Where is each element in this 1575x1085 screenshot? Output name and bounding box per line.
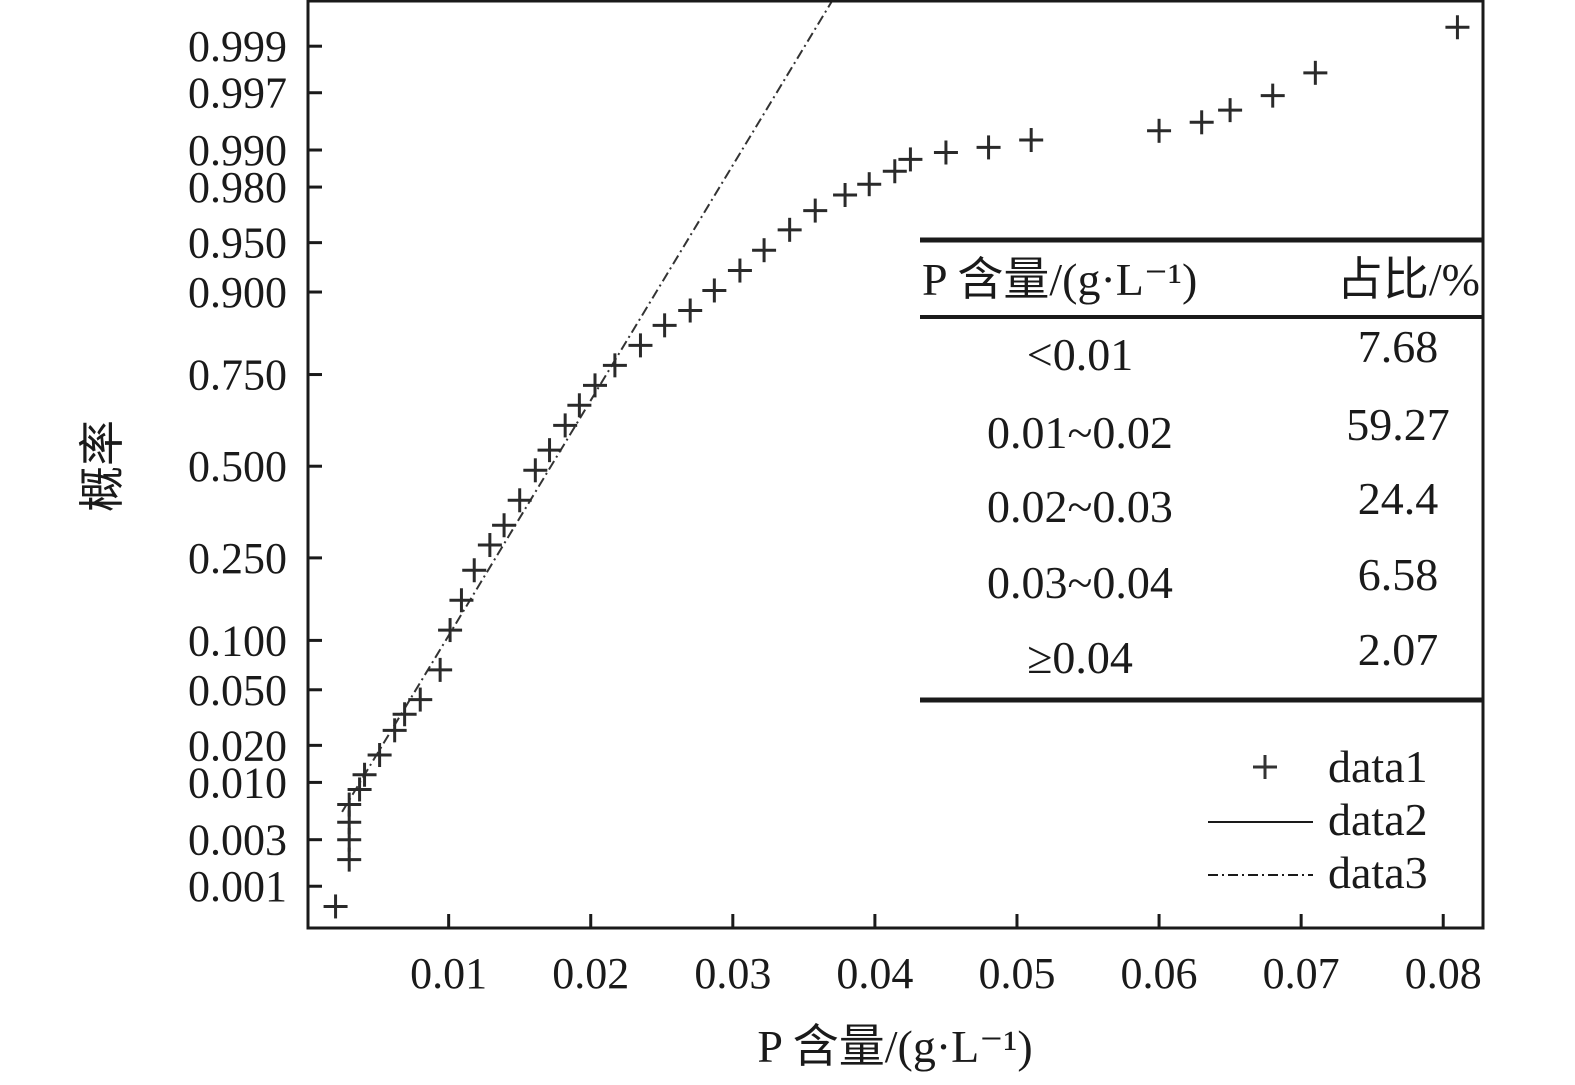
data1-point [507, 488, 532, 513]
table-cell-ratio: 6.58 [1358, 549, 1439, 600]
axis-ticks: 0.01 0.02 0.03 0.04 0.05 0.06 0.07 0.080.0010.0… [188, 22, 1482, 998]
data1-point [367, 743, 392, 768]
data1-point [428, 657, 453, 682]
data1-point [537, 438, 562, 463]
y-tick-label: 0.250 [188, 534, 287, 583]
data1-point [449, 588, 474, 613]
y-tick-label: 0.100 [188, 616, 287, 665]
data1-point [1303, 60, 1328, 85]
y-tick-label: 0.020 [188, 721, 287, 770]
data1-point [752, 238, 777, 263]
data1-point [833, 182, 858, 207]
table-cell-ratio: 59.27 [1346, 399, 1450, 450]
data1-point [462, 558, 487, 583]
data1-point [1260, 83, 1285, 108]
x-tick-label: 0.04 [836, 949, 913, 998]
y-tick-label: 0.010 [188, 758, 287, 807]
y-tick-label: 0.980 [188, 163, 287, 212]
x-tick-label: 0.05 [978, 949, 1055, 998]
data1-point [702, 278, 727, 303]
data1-point [583, 373, 608, 398]
table-cell-content: 0.03~0.04 [987, 557, 1173, 608]
legend-label-data2: data2 [1328, 794, 1428, 845]
plot-marks [323, 0, 1470, 919]
data1-point [477, 533, 502, 558]
table-cell-ratio: 24.4 [1358, 473, 1439, 524]
table-cell-content: <0.01 [1027, 329, 1133, 380]
data1-point [1147, 118, 1172, 143]
data1-point [1189, 110, 1214, 135]
table-cell-content: ≥0.04 [1027, 632, 1133, 683]
legend-label-data3: data3 [1328, 847, 1428, 898]
data1-point [1445, 15, 1470, 40]
data1-point [323, 894, 348, 919]
data1-point [882, 159, 907, 184]
data1-point [803, 198, 828, 223]
data1-point [347, 777, 372, 802]
table-header-content: P 含量/(g·L⁻¹) [922, 254, 1197, 305]
x-tick-label: 0.06 [1121, 949, 1198, 998]
y-tick-label: 0.001 [188, 862, 287, 911]
data1-point [567, 393, 592, 418]
y-tick-label: 0.950 [188, 219, 287, 268]
y-tick-label: 0.500 [188, 442, 287, 491]
data1-point [1218, 98, 1243, 123]
data1-point [602, 353, 627, 378]
data1-point [352, 762, 377, 787]
data1-point [337, 792, 362, 817]
x-tick-label: 0.01 [410, 949, 487, 998]
table-cell-content: 0.02~0.03 [987, 481, 1173, 532]
x-tick-label: 0.03 [694, 949, 771, 998]
data1-point [1019, 128, 1044, 153]
table-cell-ratio: 2.07 [1358, 624, 1439, 675]
legend-label-data1: data1 [1328, 741, 1428, 792]
data1-point [777, 217, 802, 242]
legend: data1 data2 data3 [1208, 741, 1428, 898]
data1-point [492, 513, 517, 538]
plot-frame [306, 0, 1485, 930]
y-tick-label: 0.900 [188, 268, 287, 317]
data1-point [933, 140, 958, 165]
x-tick-label: 0.08 [1405, 949, 1482, 998]
data1-point [976, 135, 1001, 160]
data1-point [898, 147, 923, 172]
y-tick-label: 0.990 [188, 126, 287, 175]
data1-point [382, 718, 407, 743]
data1-point [857, 172, 882, 197]
y-tick-label: 0.750 [188, 351, 287, 400]
data1-point [438, 618, 463, 643]
y-axis-title: 概率 [77, 420, 128, 512]
y-tick-label: 0.997 [188, 69, 287, 118]
data1-point [628, 333, 653, 358]
x-axis-title: P 含量/(g·L⁻¹) [757, 1021, 1032, 1072]
y-tick-label: 0.003 [188, 816, 287, 865]
data3-fit-line [341, 0, 833, 813]
data1-point [652, 313, 677, 338]
data1-point [408, 687, 433, 712]
y-tick-label: 0.050 [188, 666, 287, 715]
table-cell-ratio: 7.68 [1358, 321, 1439, 372]
data1-point [392, 702, 417, 727]
x-tick-label: 0.02 [552, 949, 629, 998]
legend-data1-marker [1253, 755, 1277, 779]
inset-table: P 含量/(g·L⁻¹) 占比/% <0.01 7.68 0.01~0.02 59.2… [920, 237, 1483, 703]
table-header-ratio: 占比/% [1337, 254, 1480, 305]
data1-point [523, 458, 548, 483]
x-tick-label: 0.07 [1263, 949, 1340, 998]
table-cell-content: 0.01~0.02 [987, 407, 1173, 458]
data1-point [727, 258, 752, 283]
data1-point [553, 413, 578, 438]
data1-point [678, 298, 703, 323]
y-tick-label: 0.999 [188, 22, 287, 71]
